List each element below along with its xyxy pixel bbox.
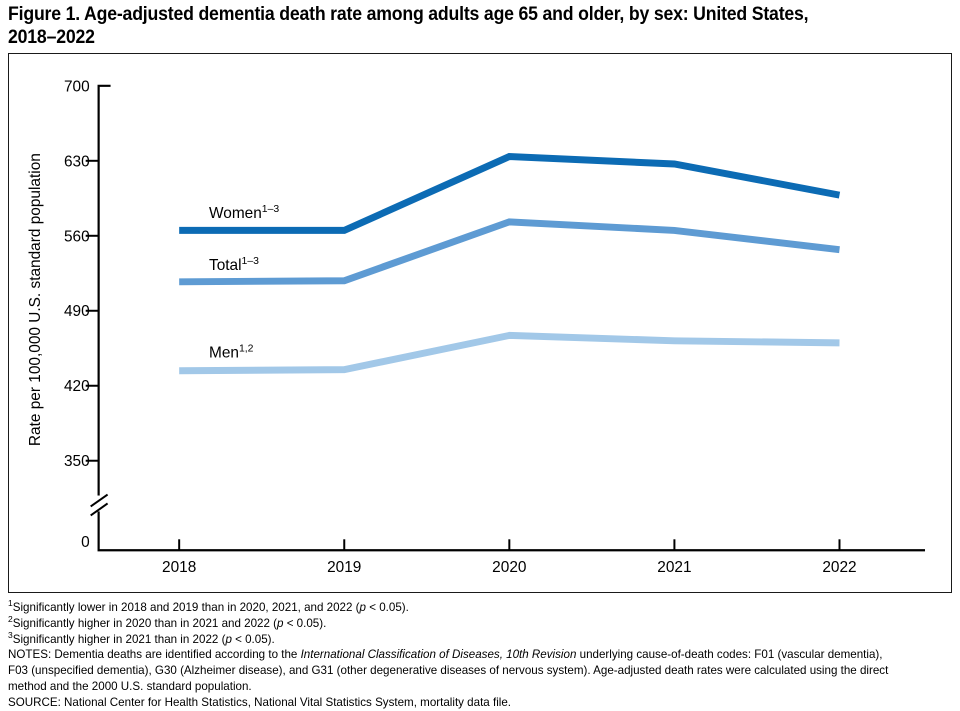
figure-title: Figure 1. Age-adjusted dementia death ra… [8,3,809,49]
figure-title-line1: Figure 1. Age-adjusted dementia death ra… [8,4,809,25]
series-label-men: Men1,2 [209,343,254,361]
y-tick-label: 0 [81,534,90,551]
y-tick-label: 490 [64,303,90,320]
footnote-line: method and the 2000 U.S. standard popula… [8,679,252,693]
footnote-line: 1Significantly lower in 2018 and 2019 th… [8,598,409,614]
figure-title-line2: 2018–2022 [8,27,95,48]
axes [97,84,926,552]
series-label-total: Total1–3 [209,256,259,274]
x-tick-label: 2019 [327,559,361,576]
y-tick-label: 350 [64,453,90,470]
x-tick-label: 2020 [492,559,526,576]
series-line-total [179,218,840,286]
series-line-men [179,331,840,375]
x-tick-label: 2022 [822,559,856,576]
y-tick-label: 700 [64,78,90,95]
footnote-line: F03 (unspecified dementia), G30 (Alzheim… [8,664,889,678]
x-tick-label: 2018 [162,559,196,576]
axis-break-icon [90,493,109,508]
y-axis-title: Rate per 100,000 U.S. standard populatio… [27,153,44,446]
y-tick-label: 420 [64,378,90,395]
chart-area: 0 350 420 490 560 630 700 Rate per 100,000 U.S.… [8,53,952,593]
footnotes: 1Significantly lower in 2018 and 2019 th… [8,598,958,711]
footnote-line: SOURCE: National Center for Health Stati… [8,695,512,709]
axis-break-icon [90,502,109,517]
x-tick-label: 2021 [657,559,691,576]
footnote-line: NOTES: Dementia deaths are identified ac… [8,648,883,662]
series-label-women: Women1–3 [209,204,279,222]
series-line-women [179,153,841,234]
axis-break-gap [93,495,104,512]
footnote-line: 2Significantly higher in 2020 than in 20… [8,613,327,630]
dementia-line-chart: 0 350 420 490 560 630 700 Rate per 100,000 U.S.… [27,78,926,576]
y-tick-label: 560 [64,228,90,245]
footnote-line: 3Significantly higher in 2021 than in 20… [8,629,275,646]
y-tick-label: 630 [64,153,90,170]
